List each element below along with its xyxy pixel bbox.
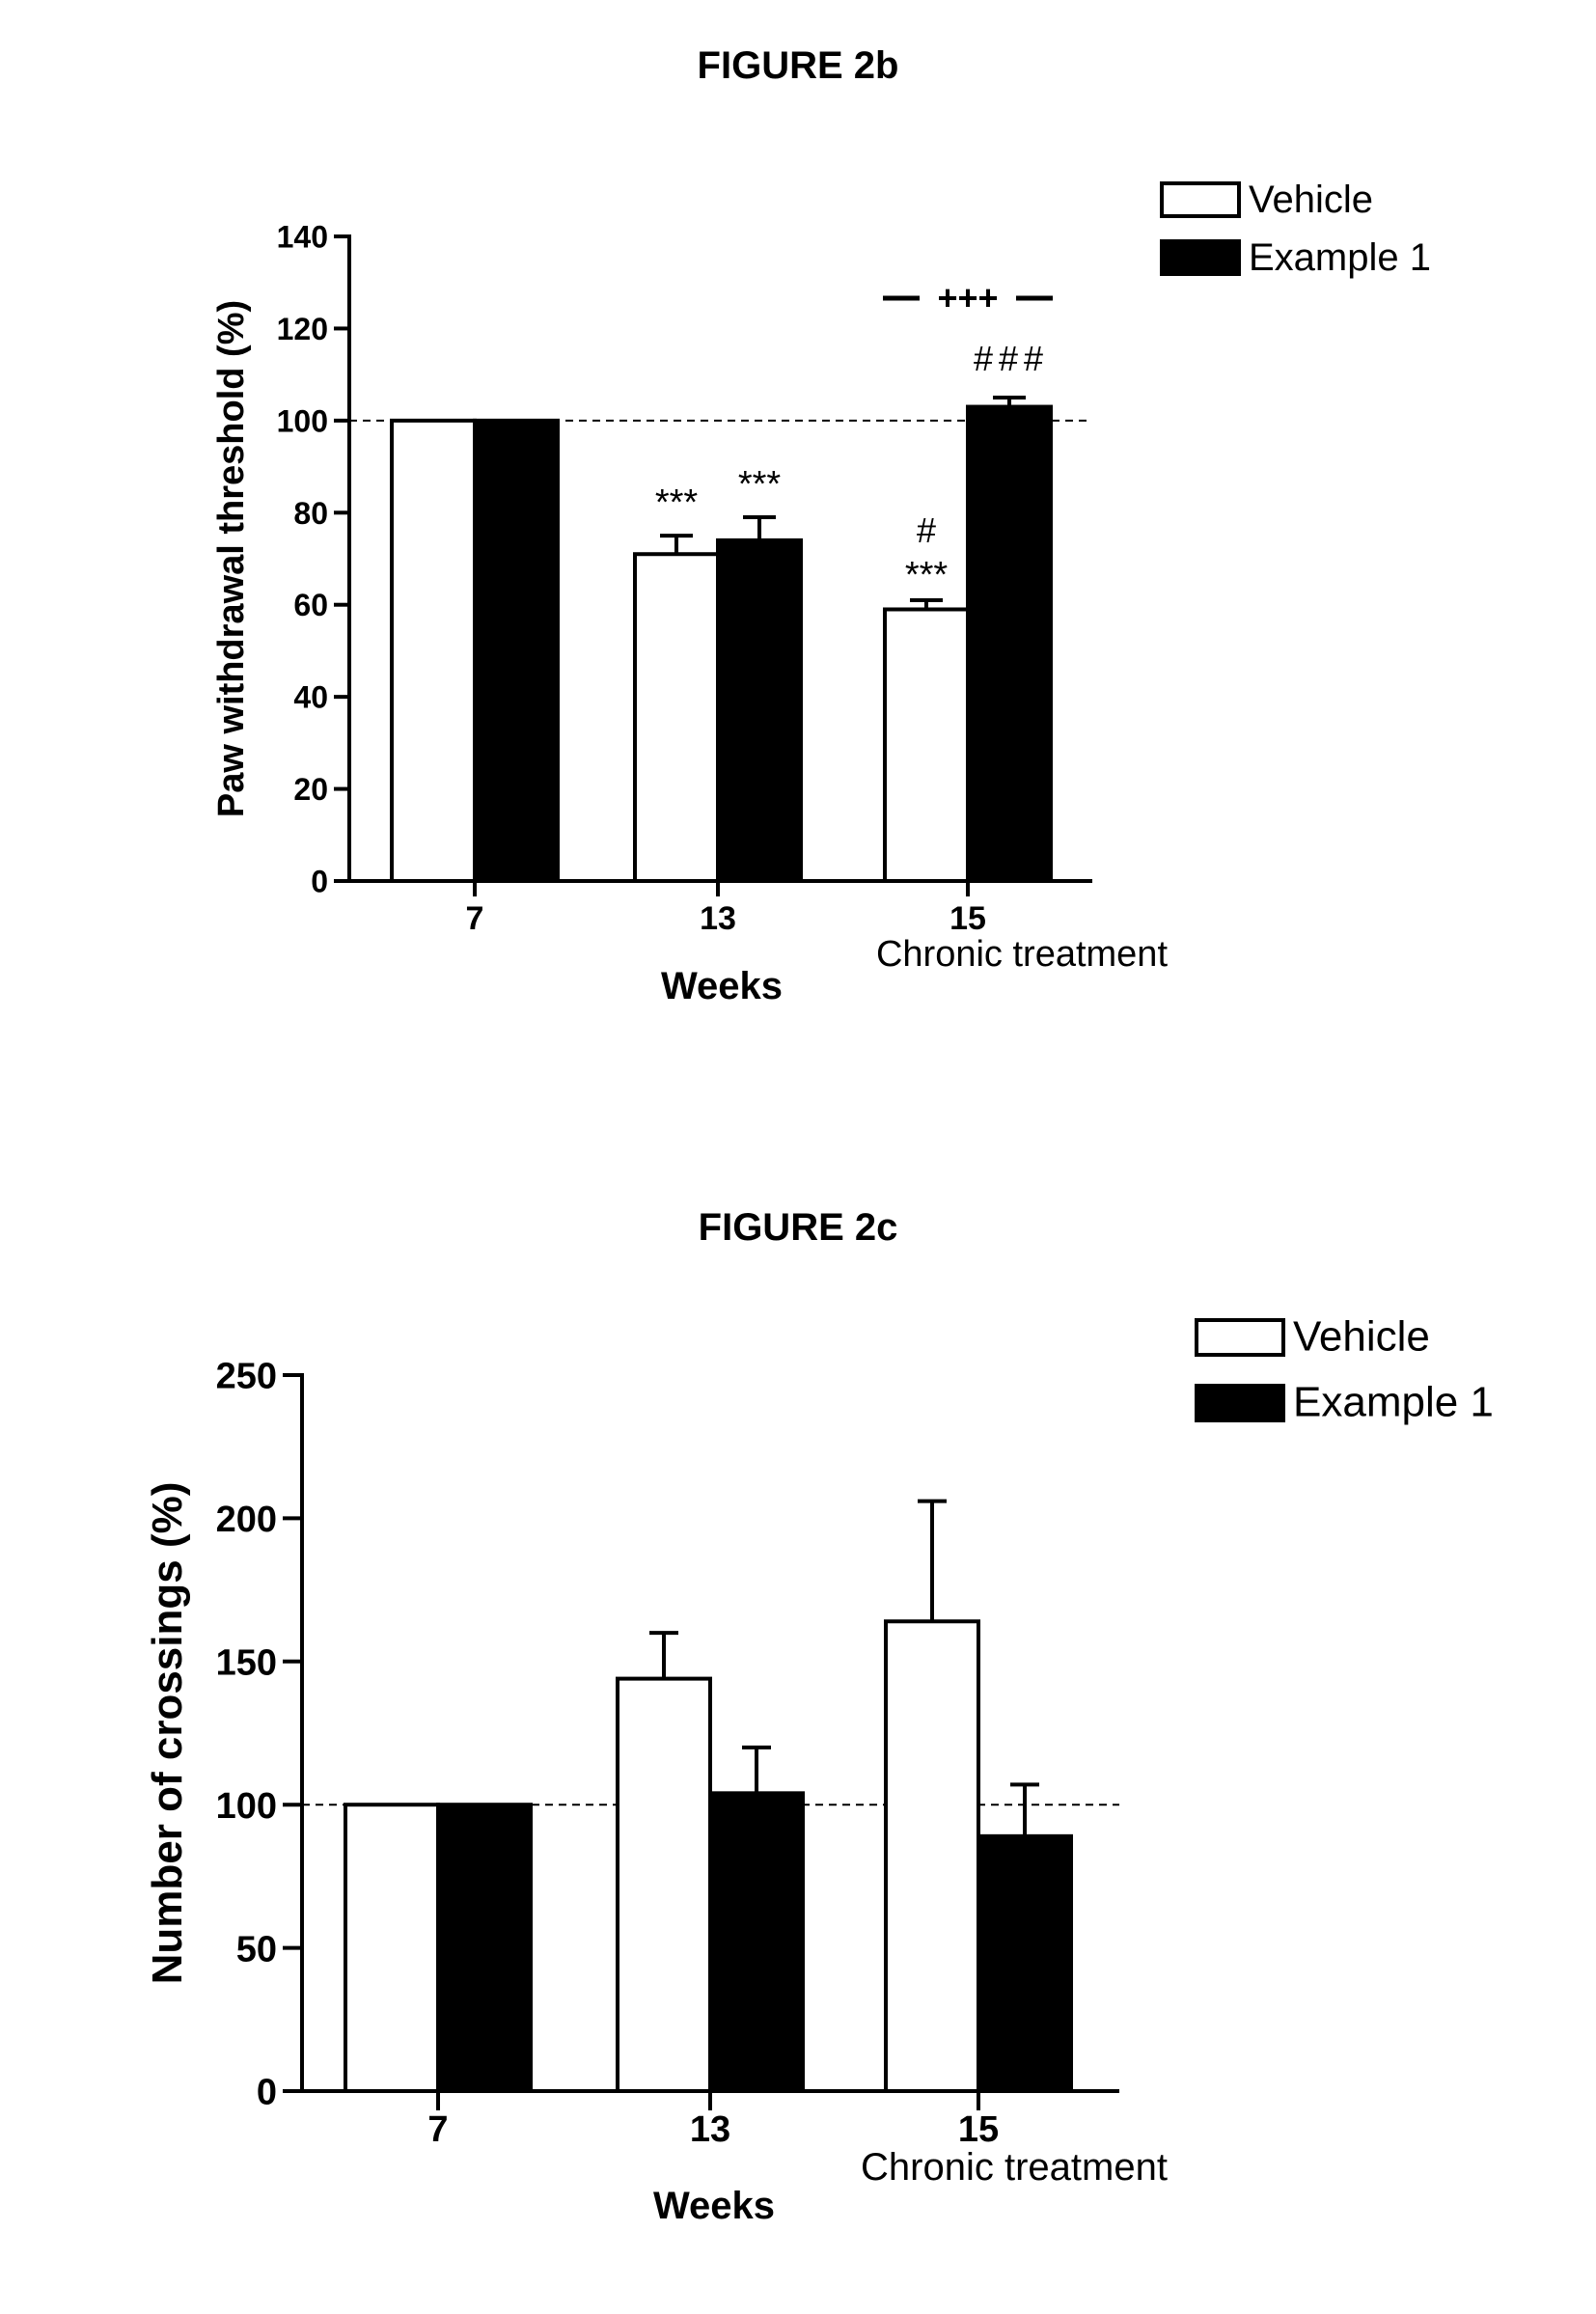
figure-title: FIGURE 2c xyxy=(0,1206,1596,1250)
bar-vehicle-week-7 xyxy=(345,1804,438,2091)
significance-label: *** xyxy=(905,555,949,595)
bar-example-1-week-13 xyxy=(718,540,801,881)
y-axis-title: Paw withdrawal threshold (%) xyxy=(211,300,252,817)
figure-2c: FIGURE 2c 0 50 100 150 200 250 7 13 15Chronic tr… xyxy=(0,1148,1596,2306)
bar-vehicle-week-15 xyxy=(886,1621,978,2091)
y-tick-label: 250 xyxy=(216,1357,277,1397)
x-tick-label: 15 xyxy=(958,2109,999,2150)
bar-example-1-week-7 xyxy=(438,1804,531,2091)
y-tick-label: 100 xyxy=(216,1786,277,1827)
x-tick-sublabel: Chronic treatment xyxy=(861,2146,1168,2189)
legend-swatch-vehicle xyxy=(1197,1320,1283,1355)
figure-2b: FIGURE 2b 0 20 40 60 80 100 120 140 7 13 15Chronic… xyxy=(0,0,1596,1110)
significance-label: *** xyxy=(655,482,699,523)
y-tick-label: 100 xyxy=(277,403,328,438)
x-tick-label: 7 xyxy=(427,2109,448,2150)
legend-label: Example 1 xyxy=(1293,1379,1494,1426)
bar-vehicle-week-7 xyxy=(392,421,475,881)
significance-label: *** xyxy=(738,464,782,505)
bar-example-1-week-13 xyxy=(710,1793,803,2091)
bar-vehicle-week-13 xyxy=(635,554,718,881)
bar-vehicle-week-13 xyxy=(618,1679,710,2091)
comparison-label: +++ xyxy=(937,278,998,317)
y-tick-label: 0 xyxy=(257,2073,277,2113)
x-tick-label: 13 xyxy=(690,2109,730,2150)
y-tick-label: 0 xyxy=(311,865,328,899)
chart-2c: 0 50 100 150 200 250 7 13 15Chronic treatment Wee… xyxy=(0,1148,1596,2306)
chart-2b: 0 20 40 60 80 100 120 140 7 13 15Chronic treatment… xyxy=(0,0,1596,1110)
bar-vehicle-week-15 xyxy=(885,609,968,881)
x-axis-title: Weeks xyxy=(661,965,783,1007)
legend-label: Vehicle xyxy=(1293,1313,1430,1361)
legend-label: Vehicle xyxy=(1249,179,1373,221)
bar-example-1-week-15 xyxy=(968,407,1051,881)
y-tick-label: 80 xyxy=(293,496,328,531)
x-tick-label: 7 xyxy=(466,900,484,937)
bar-example-1-week-7 xyxy=(475,421,558,881)
x-tick-label: 15 xyxy=(949,900,986,937)
significance-label: ### xyxy=(974,339,1049,378)
y-tick-label: 140 xyxy=(277,220,328,255)
legend-swatch-example-1 xyxy=(1162,241,1239,274)
y-axis-title: Number of crossings (%) xyxy=(144,1482,191,1985)
y-tick-label: 50 xyxy=(236,1929,277,1970)
y-tick-label: 150 xyxy=(216,1642,277,1683)
legend-label: Example 1 xyxy=(1249,236,1431,279)
y-tick-label: 200 xyxy=(216,1500,277,1540)
x-tick-label: 13 xyxy=(700,900,736,937)
bar-example-1-week-15 xyxy=(978,1836,1071,2091)
y-tick-label: 120 xyxy=(277,312,328,346)
y-tick-label: 40 xyxy=(293,680,328,715)
legend-swatch-example-1 xyxy=(1197,1386,1283,1420)
x-axis-title: Weeks xyxy=(653,2185,775,2227)
significance-label: # xyxy=(917,510,936,550)
figure-title: FIGURE 2b xyxy=(0,44,1596,88)
x-tick-sublabel: Chronic treatment xyxy=(876,934,1168,975)
legend-swatch-vehicle xyxy=(1162,183,1239,216)
y-tick-label: 20 xyxy=(293,772,328,807)
y-tick-label: 60 xyxy=(293,588,328,622)
